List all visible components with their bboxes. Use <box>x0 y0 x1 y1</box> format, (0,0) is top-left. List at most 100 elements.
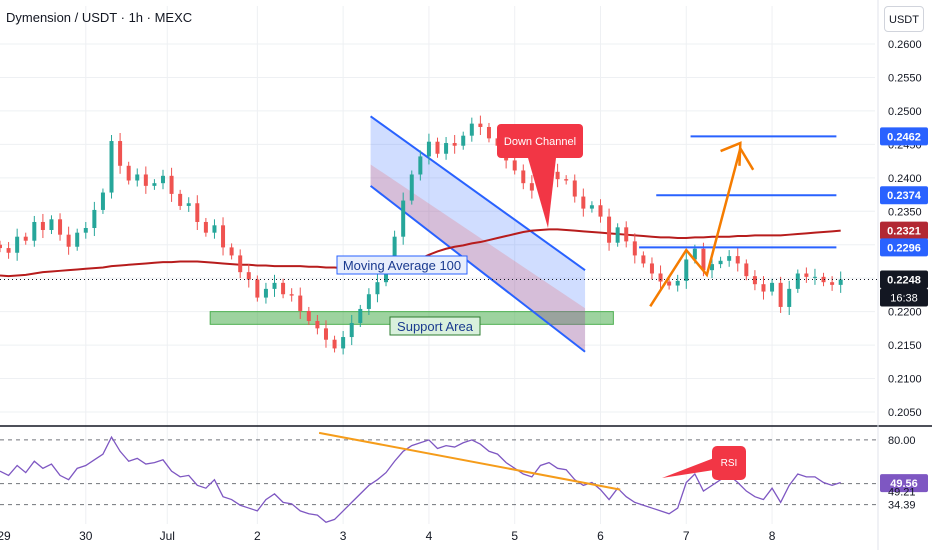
x-tick-label: 7 <box>683 529 690 543</box>
rsi-line <box>0 435 841 523</box>
candle <box>486 126 491 139</box>
down-channel-box <box>497 124 583 158</box>
candle <box>306 310 311 321</box>
candle <box>126 165 131 181</box>
candle <box>761 284 766 292</box>
price-label: 0.2462 <box>887 131 921 143</box>
candle <box>195 203 200 222</box>
candle <box>812 276 817 278</box>
candle <box>160 175 165 184</box>
candle <box>461 135 466 146</box>
candle <box>246 272 251 280</box>
candle <box>658 273 663 282</box>
candle <box>315 320 320 329</box>
candle <box>512 160 517 171</box>
candle <box>58 219 63 235</box>
candle <box>435 141 440 154</box>
candle <box>555 171 560 180</box>
candle <box>15 236 20 253</box>
candle <box>152 183 157 186</box>
candle <box>787 288 792 307</box>
candle <box>92 209 97 228</box>
candles <box>0 115 843 355</box>
x-tick-label: 29 <box>0 529 11 543</box>
candle <box>752 276 757 285</box>
candle <box>178 193 183 206</box>
x-tick-label: 6 <box>597 529 604 543</box>
candle <box>135 174 140 181</box>
y-tick-label: 0.2400 <box>888 173 922 185</box>
ma-label-box <box>336 255 468 275</box>
candle <box>186 203 191 206</box>
candle <box>744 263 749 277</box>
rsi-pane <box>0 431 878 523</box>
candle <box>358 308 363 323</box>
countdown-box <box>880 288 928 307</box>
candle <box>624 227 629 242</box>
rsi-current-label: 49.56 <box>890 478 918 490</box>
price-label: 0.2296 <box>887 242 921 254</box>
price-label-box <box>880 186 928 205</box>
candle <box>6 248 11 253</box>
candle <box>281 282 286 295</box>
candle <box>221 225 226 248</box>
price-label: 0.2248 <box>887 275 921 287</box>
rsi-tick-label: 80.00 <box>888 435 916 447</box>
candle <box>469 123 474 136</box>
candle <box>418 156 423 175</box>
candle <box>710 264 715 271</box>
y-tick-label: 0.2200 <box>888 307 922 319</box>
y-tick-label: 0.2600 <box>888 39 922 51</box>
candle <box>632 241 637 256</box>
candle <box>375 282 380 295</box>
candle <box>409 174 414 201</box>
candle <box>118 141 123 166</box>
candle <box>203 221 208 233</box>
candle <box>109 141 114 193</box>
candle <box>581 196 586 209</box>
candle <box>143 174 148 186</box>
candle <box>323 328 328 340</box>
down-channel-label: Down Channel <box>504 136 576 148</box>
candle <box>607 216 612 243</box>
candle <box>212 225 217 233</box>
rsi-tick-label: 49.21 <box>888 487 916 499</box>
candle <box>684 259 689 281</box>
candle <box>649 263 654 274</box>
candle <box>564 179 569 181</box>
rsi-callout-label: RSI <box>721 458 738 469</box>
candle <box>229 247 234 256</box>
price-label-box <box>880 238 928 257</box>
candle <box>49 219 54 231</box>
candle <box>366 294 371 309</box>
candle <box>289 294 294 296</box>
grid <box>0 6 875 524</box>
rsi-callout-box <box>712 446 746 480</box>
support-label: Support Area <box>397 319 474 334</box>
candle <box>349 322 354 338</box>
candle <box>238 255 243 273</box>
candle <box>40 221 45 231</box>
candle <box>838 279 843 285</box>
chart-title: Dymension / USDT · 1h · MEXC <box>6 10 193 25</box>
candle <box>100 192 105 210</box>
candle <box>401 200 406 237</box>
rsi-tick-label: 34.39 <box>888 500 916 512</box>
currency-selector[interactable]: USDT <box>884 6 924 32</box>
candle <box>392 236 397 267</box>
candle <box>66 234 71 247</box>
support-label-box <box>389 316 481 336</box>
candle <box>478 123 483 127</box>
channel-lower-fill <box>370 164 586 352</box>
candle <box>83 228 88 233</box>
candle <box>804 273 809 277</box>
time-axis: 29 30 Jul 2 3 4 5 6 7 8 <box>0 529 776 543</box>
candle <box>32 221 37 241</box>
rsi-callout-pointer <box>662 458 714 478</box>
candle <box>667 281 672 286</box>
x-tick-label: 5 <box>511 529 518 543</box>
candle <box>572 180 577 197</box>
x-tick-label: 4 <box>426 529 433 543</box>
